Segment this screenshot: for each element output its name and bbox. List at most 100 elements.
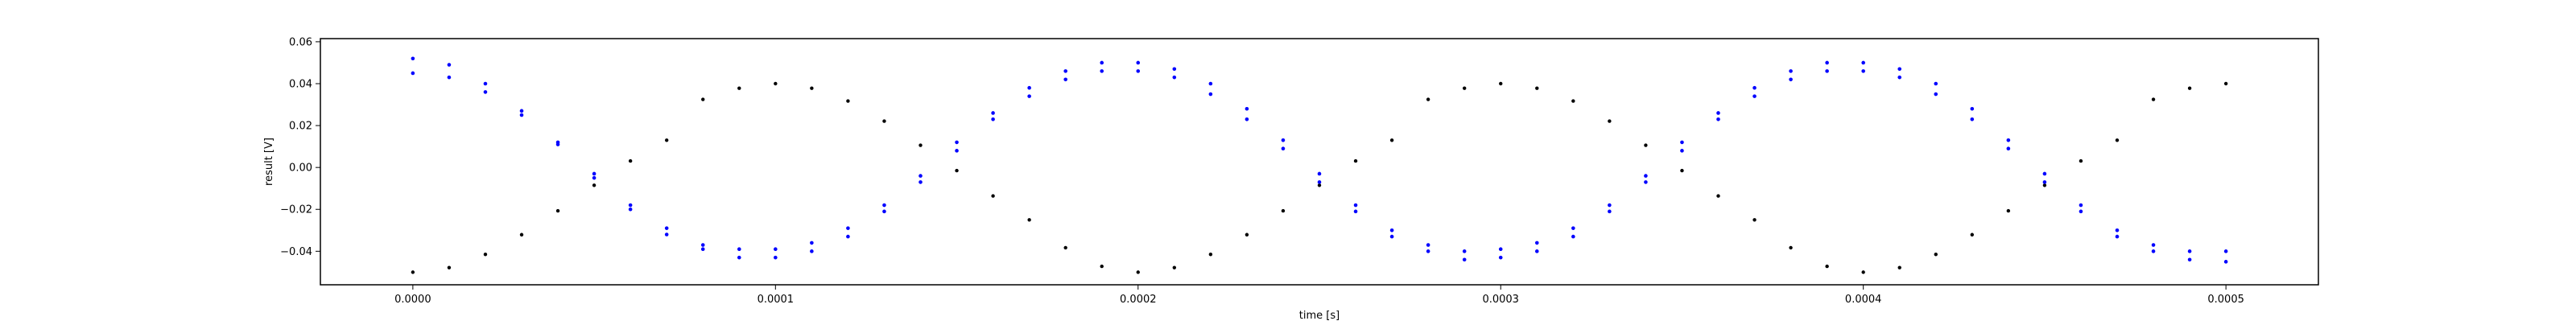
data-point (447, 265, 452, 269)
data-point (1752, 85, 1757, 90)
data-point (1245, 106, 1249, 111)
y-tick-label: −0.04 (280, 246, 312, 258)
data-point (1680, 140, 1684, 145)
data-point (1752, 94, 1757, 98)
data-point (1861, 60, 1865, 65)
data-point (1608, 119, 1612, 123)
data-point (1608, 209, 1612, 214)
data-point (1861, 69, 1865, 73)
data-point (1498, 247, 1503, 252)
data-point (1389, 234, 1394, 239)
data-point (2079, 203, 2083, 208)
data-point (2187, 257, 2192, 262)
data-point (628, 207, 633, 212)
data-point (1353, 203, 1358, 208)
y-tick-label: 0.02 (289, 121, 312, 133)
data-point (2115, 228, 2120, 232)
data-point (1353, 158, 1358, 163)
data-point (1317, 183, 1322, 187)
data-point (1644, 143, 1648, 147)
data-point (1970, 232, 1975, 237)
data-point (737, 247, 741, 252)
data-point (919, 180, 923, 184)
data-point (2151, 243, 2156, 247)
data-point (1426, 249, 1430, 253)
data-point (919, 174, 923, 178)
data-point (2223, 260, 2228, 264)
data-point (483, 90, 488, 94)
data-point (1208, 253, 1213, 257)
data-point (1499, 81, 1503, 86)
data-point (882, 209, 886, 214)
data-point (1136, 270, 1140, 274)
data-point (1027, 85, 1031, 90)
data-point (1208, 81, 1213, 86)
data-point (1462, 249, 1467, 253)
data-point (1063, 245, 1067, 250)
data-point (2187, 249, 2192, 253)
data-point (2151, 249, 2156, 253)
data-point (1317, 171, 1322, 176)
data-point (1970, 117, 1975, 121)
y-axis-ticks: −0.04 −0.02 0.00 0.02 0.04 0.06 (280, 36, 320, 258)
data-point (882, 119, 886, 123)
data-point (628, 203, 633, 208)
data-point (774, 255, 778, 260)
y-tick-label: 0.04 (289, 78, 312, 90)
data-point (664, 226, 669, 230)
data-point (774, 247, 778, 252)
data-point (2006, 208, 2011, 213)
data-point (555, 142, 560, 146)
data-point (592, 171, 597, 176)
y-tick-label: −0.02 (280, 204, 312, 216)
data-point (483, 81, 488, 86)
data-point (1462, 257, 1467, 262)
data-point (1897, 265, 1901, 269)
data-point (592, 175, 597, 180)
series-2 (411, 69, 2228, 264)
data-point (2042, 183, 2047, 187)
data-point (737, 86, 741, 90)
data-point (519, 109, 524, 113)
y-axis-label: result [V] (263, 138, 275, 186)
data-point (700, 243, 705, 247)
data-point (2042, 171, 2047, 176)
data-point (1136, 69, 1141, 73)
data-point (2223, 81, 2228, 86)
data-point (1389, 228, 1394, 232)
data-point (1281, 138, 1286, 142)
data-point (1317, 180, 1322, 184)
data-point (1897, 75, 1902, 80)
data-point (1208, 92, 1213, 97)
data-point (1970, 106, 1975, 111)
data-point (1716, 111, 1720, 115)
data-point (1571, 234, 1575, 239)
data-point (1027, 94, 1031, 98)
data-point (1281, 146, 1286, 151)
data-point (955, 149, 959, 153)
data-point (1426, 97, 1430, 101)
data-point (1861, 270, 1865, 274)
data-point (2187, 86, 2192, 90)
data-point (701, 97, 705, 101)
data-point (1789, 77, 1793, 82)
x-tick-label: 0.0004 (1845, 294, 1882, 306)
data-point (1934, 81, 1938, 86)
data-point (737, 255, 741, 260)
data-point (1063, 77, 1067, 82)
data-point (1389, 138, 1394, 142)
data-point (1172, 75, 1177, 80)
data-point (1172, 265, 1177, 269)
series-0 (411, 81, 2228, 274)
series-layer (411, 56, 2228, 274)
data-point (555, 208, 560, 213)
data-point (1752, 218, 1757, 222)
data-point (1100, 264, 1104, 269)
data-point (955, 168, 959, 173)
data-point (1063, 69, 1067, 73)
data-point (846, 99, 850, 103)
data-point (1353, 209, 1358, 214)
data-point (810, 86, 814, 90)
data-point (1571, 226, 1575, 230)
